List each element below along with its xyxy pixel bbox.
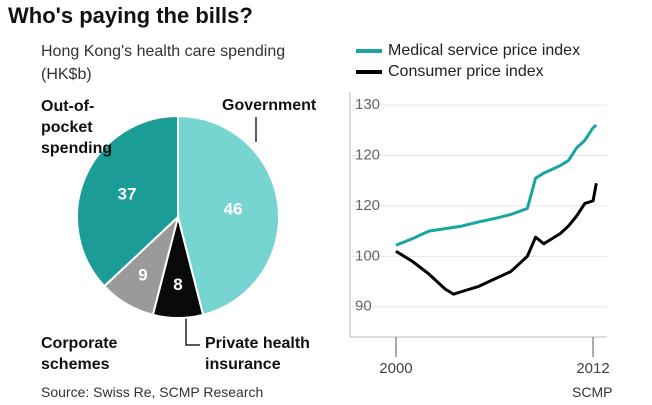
data-label: 9 — [138, 266, 147, 285]
y-tick-label: 90 — [355, 298, 372, 315]
line-series — [395, 182, 598, 296]
pie-slice — [177, 114, 280, 317]
y-tick-label: 120 — [355, 146, 380, 163]
title: Who's paying the bills? — [8, 3, 253, 28]
credit: SCMP — [572, 384, 613, 400]
x-tick-label: 2000 — [379, 360, 412, 377]
pie-label: Government — [222, 97, 317, 114]
data-label: 46 — [224, 200, 243, 219]
line-series — [395, 124, 598, 247]
pie-slice — [76, 114, 179, 288]
pie-label: Out-of- pocket spending — [41, 98, 113, 157]
y-tick-label: 120 — [355, 197, 380, 214]
pie-label: Private health insurance — [205, 335, 310, 373]
subtitle: Hong Kong's health care spending (HK$b) — [41, 43, 286, 83]
y-tick-label: 100 — [355, 247, 380, 264]
leader-line — [185, 318, 200, 346]
data-label: 8 — [173, 275, 182, 294]
pie-label: Corporate schemes — [41, 335, 118, 373]
x-tick-label: 2012 — [576, 360, 609, 377]
data-label: 37 — [118, 184, 137, 203]
source: Source: Swiss Re, SCMP Research — [41, 384, 264, 400]
legend-label: Consumer price index — [388, 63, 544, 80]
y-tick-label: 130 — [355, 96, 380, 113]
legend-label: Medical service price index — [388, 42, 580, 59]
